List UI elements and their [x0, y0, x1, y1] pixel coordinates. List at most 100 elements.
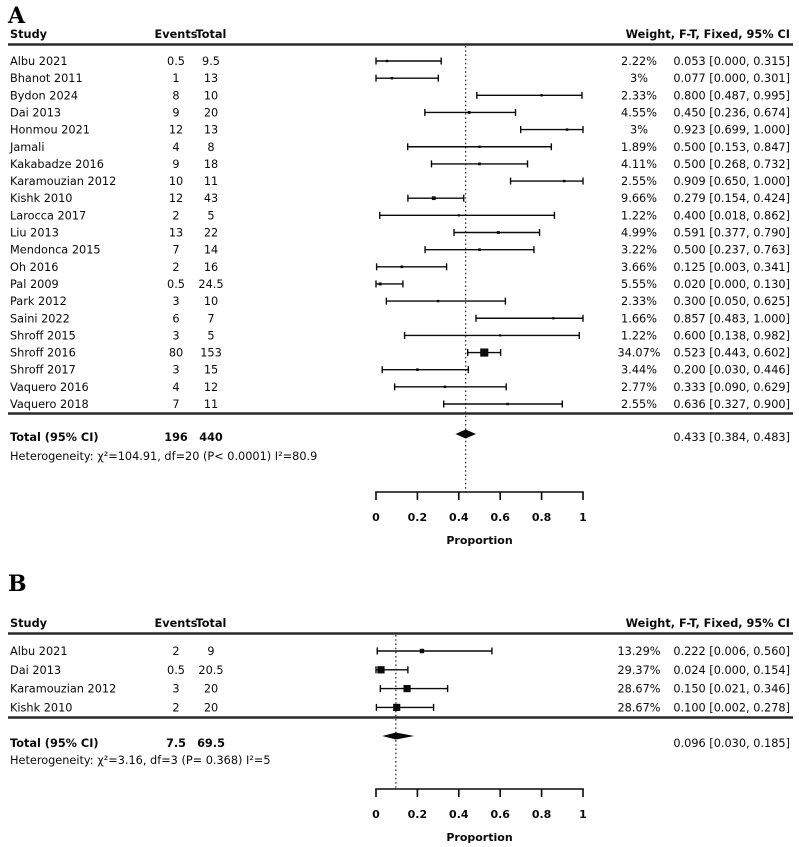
axis-tick-label: 0.6 [490, 808, 510, 821]
study-row: Saini 2022 6 7 1.66% 0.857 [0.483, 1.000] [10, 312, 790, 325]
axis-tick-label: 1 [579, 808, 587, 821]
panel-a-label: A [8, 3, 26, 29]
events-value: 3 [172, 295, 179, 308]
axis-tick-label: 0.2 [408, 808, 428, 821]
ci-text: 0.600 [0.138, 0.982] [673, 329, 790, 342]
column-header-events: Events [155, 28, 198, 41]
effect-marker [416, 368, 419, 372]
total-value: 5 [207, 209, 214, 222]
total-value: 11 [204, 398, 218, 411]
effect-marker [478, 162, 481, 166]
total-value: 153 [200, 347, 222, 360]
study-label: Bhanot 2011 [10, 72, 83, 85]
ci-text: 0.500 [0.237, 0.763] [673, 244, 790, 257]
total-value: 43 [204, 192, 218, 205]
ci-text: 0.923 [0.699, 1.000] [673, 124, 790, 137]
total-label: Total (95% CI) [10, 431, 99, 444]
weight-value: 13.29% [617, 645, 660, 658]
study-row: Albu 2021 0.5 9.5 2.22% 0.053 [0.000, 0.315] [10, 55, 790, 68]
heterogeneity-text: Heterogeneity: χ²=3.16, df=3 (P= 0.368) … [10, 754, 271, 767]
effect-marker [436, 299, 440, 303]
total-value: 14 [204, 244, 218, 257]
events-value: 0.5 [167, 664, 185, 677]
events-value: 4 [172, 141, 179, 154]
weight-value: 28.67% [617, 701, 660, 714]
column-header-total: Total [196, 28, 227, 41]
total-value: 8 [207, 141, 214, 154]
x-axis: 0 0.2 0.4 0.6 0.8 1 Proportion [372, 788, 587, 844]
study-row: Kakabadze 2016 9 18 4.11% 0.500 [0.268, 0.73… [10, 158, 790, 171]
ci-text: 0.279 [0.154, 0.424] [673, 192, 790, 205]
effect-marker [385, 59, 389, 63]
axis-tick-label: 0.4 [449, 808, 469, 821]
study-label: Honmou 2021 [10, 124, 90, 137]
events-value: 8 [172, 89, 179, 102]
ci-text: 0.800 [0.487, 0.995] [673, 89, 790, 102]
x-axis: 0 0.2 0.4 0.6 0.8 1 Proportion [372, 491, 587, 547]
weight-value: 3.44% [621, 364, 657, 377]
study-row: Oh 2016 2 16 3.66% 0.125 [0.003, 0.341] [10, 261, 790, 274]
study-row: Karamouzian 2012 10 11 2.55% 0.909 [0.650, 1… [10, 175, 790, 188]
events-value: 80 [169, 347, 183, 360]
events-value: 6 [172, 312, 179, 325]
study-label: Mendonca 2015 [10, 244, 101, 257]
study-label: Vaquero 2018 [10, 398, 89, 411]
effect-marker [478, 145, 481, 148]
axis-title: Proportion [446, 831, 512, 844]
study-label: Kakabadze 2016 [10, 158, 104, 171]
effect-marker [390, 76, 394, 80]
weight-value: 3% [630, 72, 648, 85]
effect-marker [499, 334, 502, 337]
weight-value: 2.55% [621, 175, 657, 188]
axis-tick-label: 0.8 [532, 511, 552, 524]
study-label: Bydon 2024 [10, 89, 78, 102]
total-value: 13 [204, 124, 218, 137]
events-value: 0.5 [167, 55, 185, 68]
summary-diamond [455, 429, 476, 439]
ci-text: 0.222 [0.006, 0.560] [673, 645, 790, 658]
events-value: 3 [172, 683, 179, 696]
events-value: 2 [172, 645, 179, 658]
ci-text: 0.300 [0.050, 0.625] [673, 295, 790, 308]
ci-text: 0.400 [0.018, 0.862] [673, 209, 790, 222]
events-value: 4 [172, 381, 179, 394]
effect-marker [378, 282, 382, 286]
axis-tick-label: 0 [372, 511, 380, 524]
heterogeneity-text: Heterogeneity: χ²=104.91, df=20 (P< 0.00… [10, 450, 317, 463]
effect-marker [565, 128, 569, 131]
effect-marker [393, 703, 401, 711]
weight-value: 2.77% [621, 381, 657, 394]
events-value: 1 [172, 72, 179, 85]
study-row: Mendonca 2015 7 14 3.22% 0.500 [0.237, 0.763… [10, 244, 790, 257]
total-value: 13 [204, 72, 218, 85]
ci-text: 0.200 [0.030, 0.446] [673, 364, 790, 377]
effect-marker [400, 265, 404, 269]
effect-marker [496, 231, 500, 234]
effect-marker [480, 348, 489, 357]
study-row: Jamali 4 8 1.89% 0.500 [0.153, 0.847] [9, 141, 790, 154]
effect-marker [377, 666, 385, 674]
study-label: Kishk 2010 [10, 192, 72, 205]
study-row: Albu 2021 2 9 13.29% 0.222 [0.006, 0.560] [10, 645, 790, 658]
total-value: 20 [204, 683, 218, 696]
total-ci-text: 0.096 [0.030, 0.185] [673, 737, 790, 750]
events-value: 12 [169, 192, 183, 205]
column-header-events: Events [155, 617, 198, 630]
total-events-value: 7.5 [166, 737, 186, 750]
study-label: Dai 2013 [10, 664, 61, 677]
weight-value: 28.67% [617, 683, 660, 696]
effect-marker [506, 402, 509, 406]
total-value: 12 [204, 381, 218, 394]
summary-diamond [382, 732, 415, 740]
study-label: Albu 2021 [10, 645, 68, 658]
total-label: Total (95% CI) [10, 737, 99, 750]
weight-value: 4.55% [621, 106, 657, 119]
events-value: 3 [172, 364, 179, 377]
ci-text: 0.450 [0.236, 0.674] [673, 106, 790, 119]
study-row: Pal 2009 0.5 24.5 5.55% 0.020 [0.000, 0.130] [10, 278, 790, 291]
study-label: Karamouzian 2012 [10, 683, 116, 696]
ci-text: 0.909 [0.650, 1.000] [673, 175, 790, 188]
study-label: Karamouzian 2012 [10, 175, 116, 188]
